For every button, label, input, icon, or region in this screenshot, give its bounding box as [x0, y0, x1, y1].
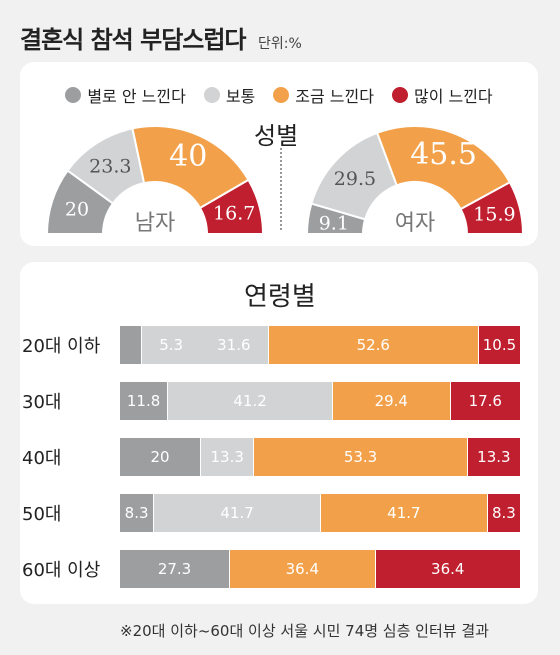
footnote: ※20대 이하~60대 이상 서울 시민 74명 심층 인터뷰 결과: [120, 622, 489, 640]
legend-item: 보통: [203, 83, 256, 107]
bar-segment-label: 11.8: [126, 392, 161, 410]
bar-segment: 27.3: [120, 550, 230, 588]
bar-segment: 29.4: [331, 382, 450, 420]
unit-label: 단위:%: [258, 36, 302, 52]
bar-segment: 53.3: [253, 438, 467, 476]
bar-segment: 17.6: [449, 382, 520, 420]
bar-row: 30대: [22, 381, 520, 421]
donut-female: 9.1 29.5 45.5 15.9 여자: [305, 125, 525, 236]
donut-center-label: 여자: [395, 211, 435, 236]
donut-value-label: 40: [169, 139, 207, 174]
bar-segment: 41.7: [319, 494, 487, 532]
bar-row-label: 30대: [22, 392, 62, 413]
donut-slice: [459, 180, 525, 235]
bar-row-label: 20대 이하: [22, 336, 101, 357]
legend-label: 많이 느낀다: [413, 87, 493, 106]
legend-item: 많이 느낀다: [391, 83, 493, 107]
bar-segment-label: 10.5: [482, 336, 517, 354]
donut-slice: [131, 125, 250, 210]
bar-segment: 52.6: [267, 326, 478, 364]
legend-label: 조금 느낀다: [295, 87, 374, 106]
bar-segment-label: 29.4: [374, 392, 408, 410]
bar-segment: 5.3 31.6: [141, 326, 268, 364]
stacked-bar: 5.3 31.6 52.6 10.5: [120, 326, 520, 364]
legend-swatch: [203, 87, 220, 103]
age-card: [20, 262, 538, 604]
bar-segment-label: 5.3: [159, 336, 184, 354]
bar-row: 20대 이하: [22, 325, 520, 365]
bar-segment-label: 8.3: [124, 504, 149, 522]
bar-segment-label: 41.7: [387, 504, 421, 522]
donut-value-label: 29.5: [334, 168, 376, 190]
bar-segment: 8.3: [120, 494, 154, 532]
donut-value-label: 15.9: [473, 204, 515, 226]
bar-segment: 41.7: [153, 494, 320, 532]
legend-label: 보통: [225, 87, 256, 106]
bar-segment: 36.4: [374, 550, 520, 588]
bar-row: 40대: [22, 437, 520, 477]
bar-segment: 11.8: [120, 382, 168, 420]
bar-row-label: 40대: [22, 448, 62, 469]
donut-value-label: 20: [65, 199, 89, 221]
bar-segment: 8.3: [486, 494, 520, 532]
legend-label: 별로 안 느낀다: [87, 87, 186, 106]
bar-segment-label: 13.3: [210, 448, 244, 466]
donut-value-label: 9.1: [319, 212, 349, 234]
bar-segment: 36.4: [229, 550, 375, 588]
legend-item: 조금 느낀다: [273, 83, 374, 107]
bar-segment-label: 13.3: [477, 448, 511, 466]
donut-value-label: 45.5: [410, 137, 477, 172]
bar-segment: 41.2: [167, 382, 332, 420]
legend-swatch: [391, 87, 408, 103]
chart-title: 결혼식 참석 부담스럽다: [20, 26, 247, 54]
gender-divider: [280, 148, 282, 230]
bar-segment-label: 41.7: [220, 504, 254, 522]
bar-segment-label: 27.3: [157, 560, 192, 578]
age-section-title: 연령별: [244, 282, 316, 312]
bar-row-label: 50대: [22, 504, 62, 525]
donut-center-label: 남자: [135, 211, 175, 236]
stacked-bar: 11.8 41.2 29.4 17.6: [120, 382, 520, 420]
stacked-bar: 8.3 41.7 41.7 8.3: [120, 494, 520, 532]
bar-segment-label: 17.6: [468, 392, 502, 410]
bar-row: 50대: [22, 493, 520, 533]
bar-row: 60대 이상: [22, 549, 520, 589]
gender-section-title: 성별: [254, 122, 299, 150]
bar-segment-label: 36.4: [431, 560, 465, 578]
bar-segment-label: 31.6: [217, 336, 251, 354]
stacked-bar: 27.3 36.4 36.4: [120, 550, 520, 588]
bar-segment-label: 53.3: [343, 448, 378, 466]
donut-slice: [375, 125, 512, 211]
legend: 별로 안 느낀다 보통 조금 느낀다 많이 느낀다: [20, 83, 538, 107]
bar-segment: 10.5: [477, 326, 520, 364]
bar-segment-label: 52.6: [356, 336, 390, 354]
bar-segment: 13.3: [200, 438, 254, 476]
donut-slice: [198, 178, 265, 235]
legend-swatch: [65, 87, 82, 103]
donut-value-label: 16.7: [213, 203, 255, 225]
bar-segment-label: 41.2: [233, 392, 267, 410]
bar-segment-label: 8.3: [491, 504, 516, 522]
bar-row-label: 60대 이상: [22, 560, 101, 581]
bar-segment: 20: [120, 438, 201, 476]
legend-swatch: [273, 87, 290, 103]
legend-item: 별로 안 느낀다: [65, 83, 186, 107]
bar-segment-label: 20: [150, 448, 170, 466]
bar-segment-label: 36.4: [285, 560, 319, 578]
bar-segment: 13.3: [466, 438, 520, 476]
bar-segment: [120, 326, 142, 364]
donut-value-label: 23.3: [89, 155, 131, 177]
stacked-bar: 20 13.3 53.3 13.3: [120, 438, 520, 476]
